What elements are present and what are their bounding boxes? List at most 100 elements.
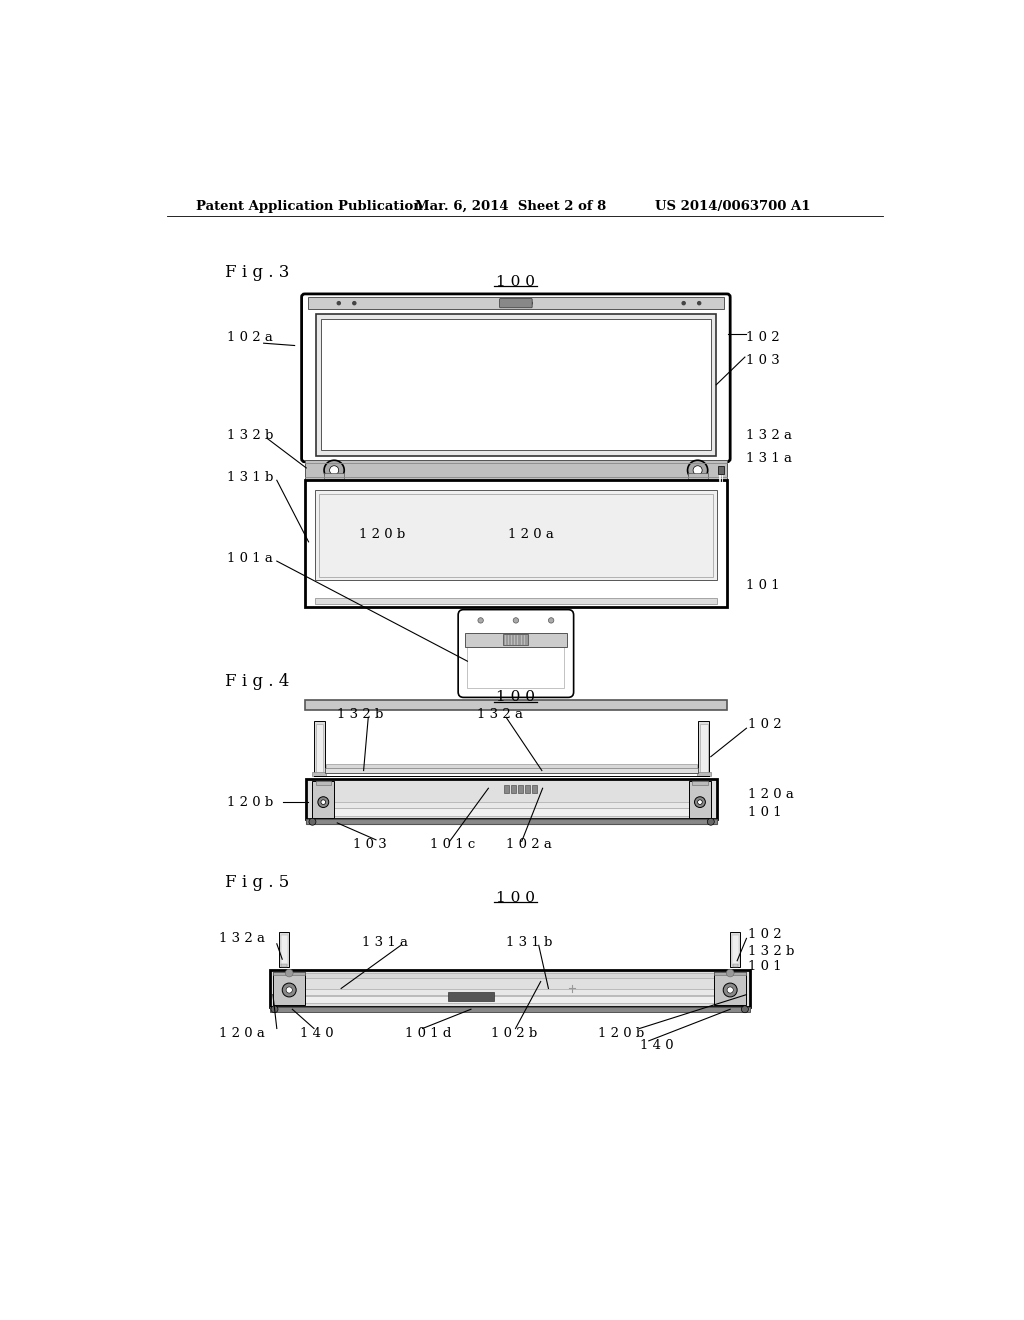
Text: 1 3 1 b: 1 3 1 b: [506, 936, 553, 949]
FancyBboxPatch shape: [458, 610, 573, 697]
Bar: [306, 818, 717, 825]
Circle shape: [352, 302, 356, 305]
FancyBboxPatch shape: [500, 298, 532, 308]
Text: 1 2 0 b: 1 2 0 b: [359, 528, 406, 541]
Bar: [698, 721, 710, 776]
Text: 1 0 2 a: 1 0 2 a: [227, 331, 273, 345]
Circle shape: [321, 800, 326, 804]
Text: F i g . 4: F i g . 4: [225, 673, 289, 690]
Text: 1 3 1 a: 1 3 1 a: [746, 453, 793, 465]
Bar: [714, 972, 746, 1006]
Text: 1 2 0 b: 1 2 0 b: [598, 1027, 644, 1040]
Text: 1 0 3: 1 0 3: [352, 838, 386, 851]
Text: 1 0 1 a: 1 0 1 a: [227, 552, 273, 565]
Circle shape: [513, 618, 518, 623]
Text: 1 0 1: 1 0 1: [748, 807, 781, 820]
Bar: [270, 970, 750, 1007]
Text: 1 3 2 b: 1 3 2 b: [748, 945, 795, 958]
Bar: [315, 808, 708, 816]
Circle shape: [726, 969, 734, 977]
Bar: [447, 991, 495, 1001]
Bar: [318, 494, 713, 577]
Bar: [270, 1007, 750, 1011]
Bar: [305, 480, 727, 607]
Circle shape: [687, 461, 708, 480]
Bar: [273, 972, 305, 1006]
Text: 1 0 0: 1 0 0: [496, 275, 535, 289]
Bar: [504, 635, 528, 645]
Bar: [315, 803, 708, 808]
Circle shape: [506, 302, 509, 305]
Text: 1 2 0 a: 1 2 0 a: [219, 1027, 265, 1040]
Bar: [718, 466, 724, 474]
Bar: [314, 490, 717, 581]
Bar: [692, 781, 708, 785]
Text: 1 0 1: 1 0 1: [746, 579, 780, 593]
Circle shape: [708, 818, 715, 825]
Bar: [327, 764, 697, 768]
Circle shape: [694, 797, 706, 808]
Circle shape: [286, 987, 292, 993]
Text: 1 3 2 a: 1 3 2 a: [219, 932, 265, 945]
Text: 1 0 2 b: 1 0 2 b: [490, 1027, 537, 1040]
Bar: [687, 474, 708, 479]
Bar: [281, 935, 288, 965]
Bar: [315, 314, 716, 455]
Bar: [314, 598, 717, 605]
Text: 1 0 2 a: 1 0 2 a: [506, 838, 552, 851]
Text: 1 3 2 a: 1 3 2 a: [477, 708, 522, 721]
Bar: [315, 723, 324, 774]
Circle shape: [309, 818, 316, 825]
Text: 1 3 2 a: 1 3 2 a: [746, 429, 793, 442]
Text: 1 0 1: 1 0 1: [748, 961, 781, 973]
Text: 1 0 1 c: 1 0 1 c: [430, 838, 475, 851]
Circle shape: [478, 618, 483, 623]
Text: 1 3 1 b: 1 3 1 b: [227, 471, 273, 484]
Text: US 2014/0063700 A1: US 2014/0063700 A1: [655, 199, 811, 213]
Text: F i g . 5: F i g . 5: [225, 874, 289, 891]
Circle shape: [693, 466, 702, 475]
Circle shape: [682, 302, 685, 305]
Bar: [308, 297, 724, 309]
Bar: [324, 474, 344, 479]
Bar: [282, 964, 287, 966]
Circle shape: [697, 302, 700, 305]
Bar: [281, 973, 738, 978]
Bar: [280, 932, 289, 966]
Text: 1 0 2: 1 0 2: [748, 718, 781, 731]
Bar: [305, 700, 727, 710]
Circle shape: [330, 466, 339, 475]
Text: 1 4 0: 1 4 0: [300, 1027, 334, 1040]
Text: 1 2 0 a: 1 2 0 a: [748, 788, 794, 801]
Bar: [312, 772, 327, 776]
Bar: [314, 721, 325, 776]
Bar: [467, 640, 564, 688]
Text: 1 0 0: 1 0 0: [496, 891, 535, 904]
Text: Patent Application Publication: Patent Application Publication: [197, 199, 423, 213]
Circle shape: [283, 983, 296, 997]
Bar: [273, 972, 305, 975]
Text: 1 2 0 b: 1 2 0 b: [227, 796, 273, 809]
Bar: [306, 779, 717, 818]
Bar: [325, 768, 698, 774]
Circle shape: [697, 800, 702, 804]
Bar: [730, 932, 740, 966]
Bar: [732, 964, 738, 966]
Text: 1 4 0: 1 4 0: [640, 1039, 673, 1052]
Bar: [700, 723, 708, 774]
Text: 1 0 1 d: 1 0 1 d: [406, 1027, 452, 1040]
Circle shape: [741, 1006, 749, 1012]
Bar: [531, 785, 538, 793]
Bar: [518, 785, 523, 793]
Circle shape: [337, 302, 340, 305]
Circle shape: [727, 987, 733, 993]
Text: 1 0 2: 1 0 2: [746, 330, 780, 343]
Text: 1 3 2 b: 1 3 2 b: [227, 429, 273, 442]
Bar: [281, 989, 738, 995]
Bar: [321, 319, 711, 450]
Bar: [689, 780, 711, 817]
Bar: [732, 935, 738, 965]
Circle shape: [549, 618, 554, 623]
Bar: [281, 997, 738, 1003]
Text: 1 0 2: 1 0 2: [748, 928, 781, 941]
